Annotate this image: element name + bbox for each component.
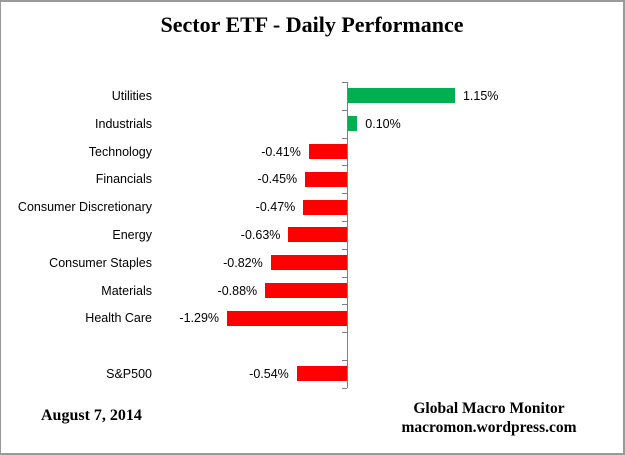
axis-tick	[342, 387, 347, 389]
axis-tick	[342, 109, 347, 111]
footer-source: Global Macro Monitor macromon.wordpress.…	[379, 399, 599, 437]
footer-date: August 7, 2014	[41, 407, 142, 424]
axis-tick	[342, 221, 347, 222]
value-label: -0.47%	[255, 200, 296, 215]
value-label: -1.29%	[179, 311, 220, 326]
footer-source-name: Global Macro Monitor	[413, 400, 565, 417]
category-axis-line	[347, 82, 348, 388]
data-bar	[348, 116, 358, 132]
category-label: S&P500	[106, 366, 152, 381]
category-label: Health Care	[85, 311, 152, 326]
data-bar	[308, 144, 347, 159]
value-label: 0.10%	[365, 116, 401, 131]
axis-tick	[342, 360, 347, 361]
category-label: Technology	[88, 144, 152, 159]
value-label: -0.82%	[223, 255, 263, 270]
category-label: Industrials	[95, 116, 152, 131]
footer-source-url: macromon.wordpress.com	[401, 419, 577, 436]
data-bar	[296, 366, 347, 382]
axis-tick	[342, 332, 347, 334]
value-label: 1.15%	[462, 88, 499, 103]
axis-tick	[342, 304, 347, 306]
axis-tick	[342, 165, 347, 167]
data-bar	[265, 283, 347, 298]
chart-title: Sector ETF - Daily Performance	[160, 12, 464, 37]
value-label: -0.45%	[257, 172, 298, 187]
data-bar	[348, 88, 455, 104]
value-label: -0.41%	[261, 144, 301, 159]
axis-tick	[342, 248, 347, 250]
data-bar	[303, 199, 347, 215]
category-label: Consumer Discretionary	[17, 200, 152, 215]
axis-tick	[342, 82, 347, 83]
data-bar	[227, 310, 347, 326]
category-label: Utilities	[111, 88, 152, 103]
value-label: -0.63%	[240, 227, 281, 242]
data-bar	[305, 171, 347, 187]
data-bar	[270, 255, 347, 271]
category-label: Consumer Staples	[49, 255, 152, 270]
axis-tick	[342, 137, 347, 139]
data-bar	[288, 227, 347, 243]
category-label: Financials	[95, 172, 152, 187]
axis-tick	[342, 276, 347, 278]
axis-tick	[342, 193, 347, 195]
category-label: Materials	[101, 283, 152, 298]
value-label: -0.54%	[249, 366, 289, 381]
category-label: Energy	[112, 227, 152, 242]
value-label: -0.88%	[217, 283, 258, 298]
